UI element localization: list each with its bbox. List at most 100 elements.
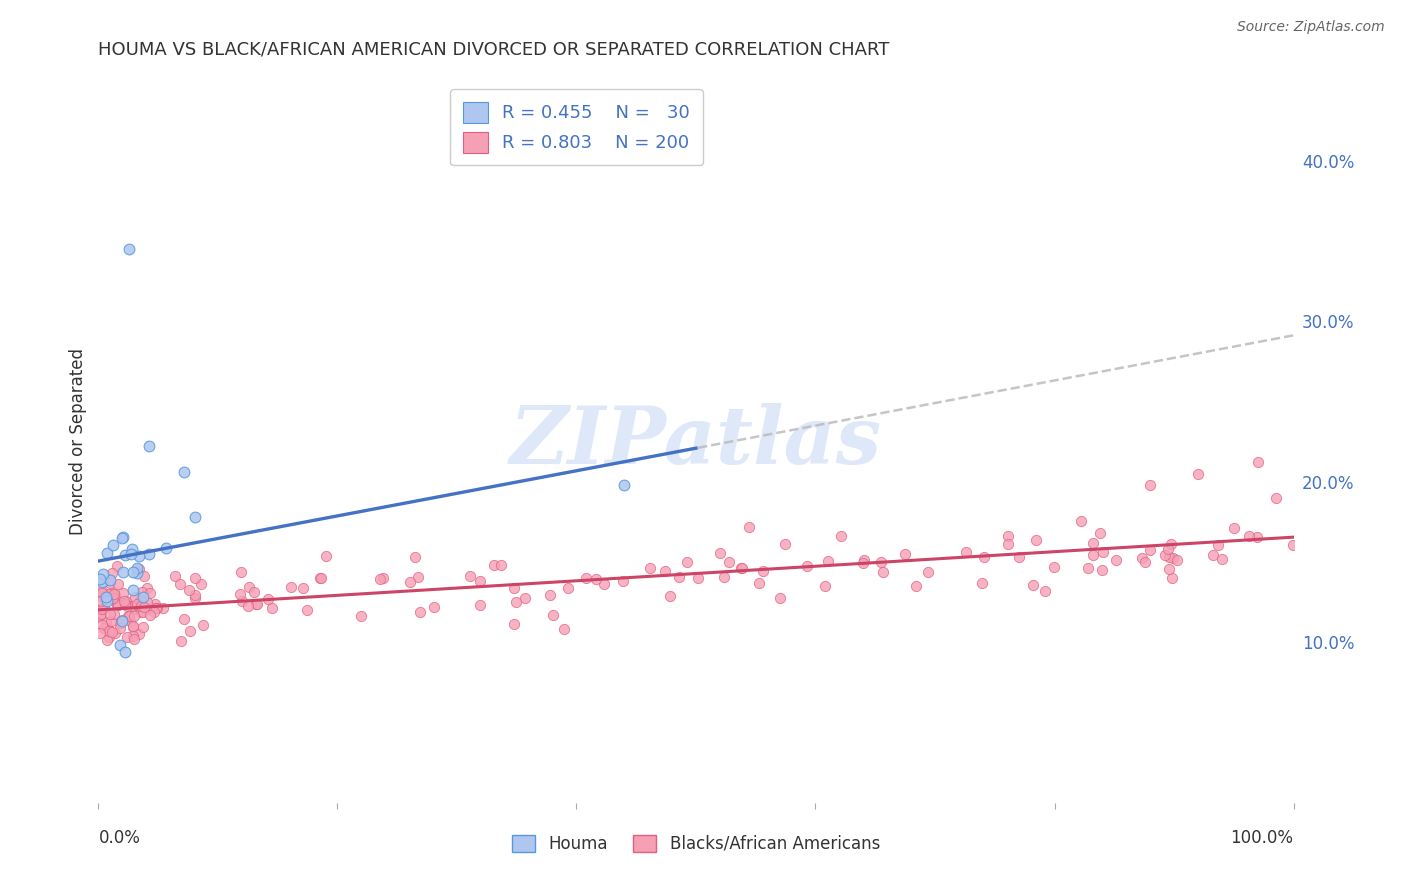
Point xyxy=(124,590,146,604)
Point xyxy=(111,565,134,579)
Point xyxy=(752,564,775,578)
Point xyxy=(1139,478,1161,492)
Point xyxy=(502,617,524,632)
Point xyxy=(1081,548,1104,562)
Point xyxy=(731,561,754,575)
Point xyxy=(129,599,152,614)
Point xyxy=(90,606,112,620)
Point xyxy=(593,576,616,591)
Point xyxy=(105,598,128,612)
Point xyxy=(193,618,215,632)
Point xyxy=(120,547,142,561)
Point xyxy=(103,587,125,601)
Point xyxy=(1083,536,1105,550)
Point xyxy=(1247,455,1270,469)
Y-axis label: Divorced or Separated: Divorced or Separated xyxy=(69,348,87,535)
Point xyxy=(100,614,122,628)
Point xyxy=(169,576,191,591)
Point xyxy=(89,626,111,640)
Point xyxy=(853,552,876,566)
Point xyxy=(468,574,491,588)
Point xyxy=(105,559,128,574)
Point xyxy=(1281,538,1303,552)
Point xyxy=(173,466,195,480)
Point xyxy=(111,530,134,544)
Point xyxy=(97,624,120,639)
Point xyxy=(104,588,127,602)
Point xyxy=(121,542,143,557)
Point xyxy=(107,597,129,611)
Point xyxy=(91,618,114,632)
Point xyxy=(120,614,142,628)
Point xyxy=(89,609,111,624)
Point xyxy=(575,571,598,585)
Point xyxy=(115,599,138,614)
Point xyxy=(470,598,492,612)
Point xyxy=(1091,544,1114,558)
Point xyxy=(1130,550,1153,565)
Point xyxy=(94,590,117,604)
Point xyxy=(125,566,148,581)
Point xyxy=(129,593,152,607)
Point xyxy=(101,591,124,606)
Point xyxy=(585,572,607,586)
Point xyxy=(170,633,193,648)
Point xyxy=(231,594,253,608)
Point xyxy=(114,593,136,607)
Point xyxy=(179,624,201,639)
Point xyxy=(997,529,1019,543)
Point xyxy=(146,601,169,615)
Point xyxy=(260,601,283,615)
Point xyxy=(120,599,142,614)
Point xyxy=(103,607,125,621)
Point xyxy=(830,529,852,543)
Point xyxy=(972,575,994,590)
Point xyxy=(93,621,115,635)
Point xyxy=(114,645,136,659)
Point xyxy=(243,585,266,599)
Point xyxy=(246,597,269,611)
Point xyxy=(104,626,127,640)
Point xyxy=(129,605,152,619)
Point xyxy=(869,555,891,569)
Point xyxy=(1202,548,1225,562)
Point xyxy=(503,581,526,595)
Point xyxy=(245,597,267,611)
Point xyxy=(132,605,155,619)
Point xyxy=(127,561,149,575)
Point xyxy=(1022,578,1045,592)
Point xyxy=(543,607,565,622)
Point xyxy=(138,547,160,561)
Point xyxy=(141,600,163,615)
Point xyxy=(1211,552,1233,566)
Point xyxy=(1157,542,1180,557)
Point xyxy=(139,607,162,622)
Point xyxy=(513,591,536,606)
Point xyxy=(90,607,112,622)
Point xyxy=(131,584,153,599)
Point xyxy=(96,546,118,560)
Point xyxy=(917,565,939,579)
Point xyxy=(96,633,118,648)
Point xyxy=(98,573,121,587)
Point xyxy=(98,587,121,601)
Point xyxy=(675,555,697,569)
Point xyxy=(1222,521,1244,535)
Point xyxy=(107,599,129,613)
Point xyxy=(1208,538,1230,552)
Point xyxy=(117,609,139,624)
Point xyxy=(1008,550,1031,565)
Point xyxy=(1153,548,1175,562)
Point xyxy=(484,558,506,572)
Point xyxy=(90,584,112,599)
Point xyxy=(115,594,138,608)
Point xyxy=(769,591,792,605)
Point xyxy=(135,595,157,609)
Point xyxy=(1033,583,1056,598)
Point xyxy=(124,608,146,623)
Point xyxy=(817,554,839,568)
Point xyxy=(654,564,676,578)
Point xyxy=(139,586,162,600)
Point xyxy=(98,607,121,621)
Point xyxy=(91,601,114,615)
